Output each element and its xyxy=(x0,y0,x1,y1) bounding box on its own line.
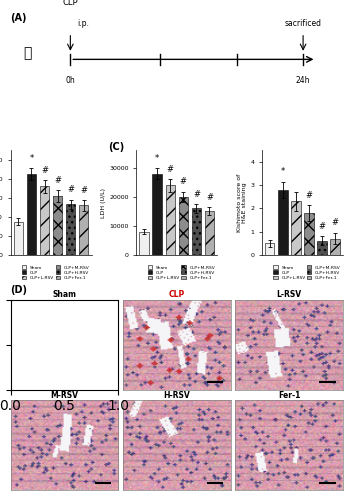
Legend: Sham, CLP, CLP+L-RSV, CLP+M-RSV, CLP+H-RSV, CLP+Fer-1: Sham, CLP, CLP+L-RSV, CLP+M-RSV, CLP+H-R… xyxy=(273,266,341,280)
Text: (D): (D) xyxy=(10,285,28,295)
Bar xyxy=(304,213,314,254)
Title: L-RSV: L-RSV xyxy=(276,290,302,300)
Bar xyxy=(79,206,89,254)
Text: #: # xyxy=(80,186,87,195)
Bar xyxy=(278,190,288,254)
Text: CLP: CLP xyxy=(63,0,78,7)
Text: #: # xyxy=(167,164,174,173)
Bar xyxy=(14,222,23,254)
Text: (C): (C) xyxy=(108,142,124,152)
Text: #: # xyxy=(193,190,200,199)
Bar xyxy=(53,196,62,254)
Bar xyxy=(40,186,49,254)
Title: H-RSV: H-RSV xyxy=(163,390,190,400)
Text: #: # xyxy=(54,176,61,185)
Text: sacrificed: sacrificed xyxy=(285,19,322,28)
Text: #: # xyxy=(41,166,48,174)
Bar xyxy=(178,196,188,254)
Text: 0h: 0h xyxy=(65,76,75,86)
Legend: Sham, CLP, CLP+L-RSV, CLP+M-RSV, CLP+H-RSV, CLP+Fer-1: Sham, CLP, CLP+L-RSV, CLP+M-RSV, CLP+H-R… xyxy=(148,266,215,280)
Text: #: # xyxy=(206,193,213,202)
Text: *: * xyxy=(29,154,34,163)
Text: *: * xyxy=(281,168,285,176)
Title: M-RSV: M-RSV xyxy=(50,390,78,400)
Bar xyxy=(330,238,340,254)
Y-axis label: LDH (U/L): LDH (U/L) xyxy=(101,188,106,218)
Text: (A): (A) xyxy=(10,13,27,23)
Title: CLP: CLP xyxy=(169,290,185,300)
Bar xyxy=(205,211,214,254)
Y-axis label: Kishimoto score of
H&E staining: Kishimoto score of H&E staining xyxy=(237,174,247,232)
Text: #: # xyxy=(67,186,74,194)
Bar xyxy=(66,204,75,254)
Text: #: # xyxy=(318,222,326,231)
Text: #: # xyxy=(306,190,313,200)
Bar xyxy=(291,202,301,254)
Title: Sham: Sham xyxy=(52,290,77,300)
Text: i.p.: i.p. xyxy=(77,19,89,28)
Bar xyxy=(265,243,274,254)
Text: *: * xyxy=(155,154,159,162)
Text: 🐀: 🐀 xyxy=(23,46,31,60)
Bar xyxy=(166,185,175,254)
Bar xyxy=(139,232,149,254)
Title: Fer-1: Fer-1 xyxy=(278,390,300,400)
Legend: Sham, CLP, CLP+L-RSV, CLP+M-RSV, CLP+H-RSV, CLP+Fer-1: Sham, CLP, CLP+L-RSV, CLP+M-RSV, CLP+H-R… xyxy=(22,266,89,280)
Text: 24h: 24h xyxy=(296,76,310,86)
Text: #: # xyxy=(180,178,187,186)
Bar xyxy=(152,174,162,254)
Bar xyxy=(317,241,327,254)
Bar xyxy=(27,174,36,254)
Text: #: # xyxy=(332,218,339,228)
Bar xyxy=(192,208,201,254)
